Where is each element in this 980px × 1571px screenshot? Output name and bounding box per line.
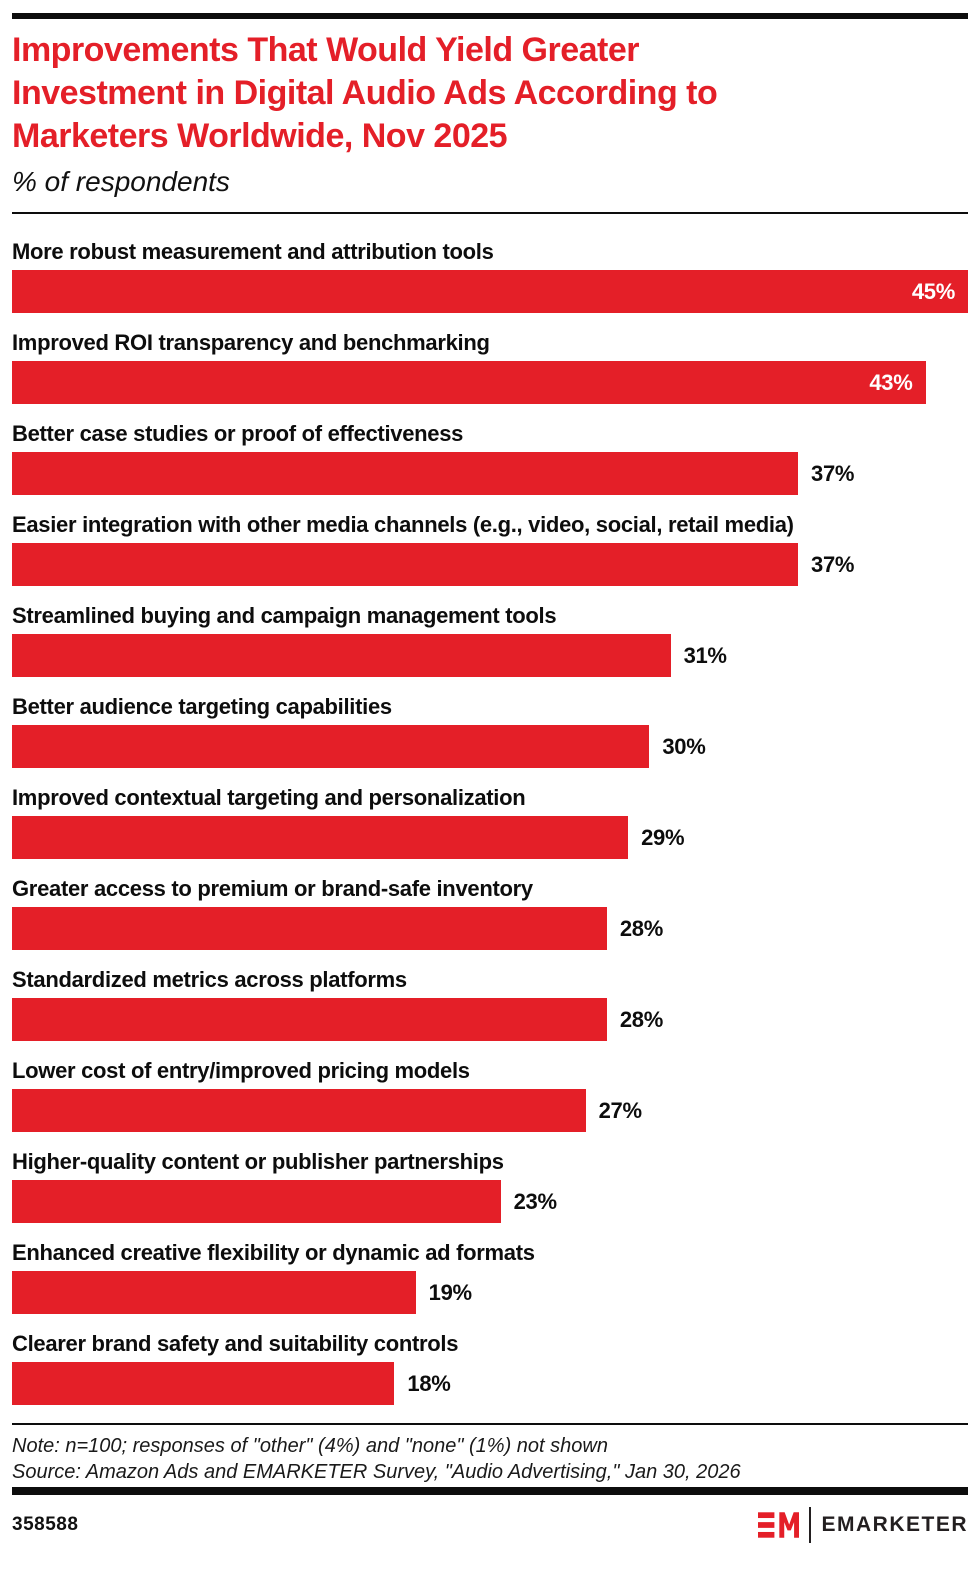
bar-category-label: Greater access to premium or brand-safe … [12,876,533,901]
bar [12,634,671,677]
bar-value-label: 29% [641,824,685,850]
chart-note: Note: n=100; responses of "other" (4%) a… [12,1435,608,1457]
chart-page: Improvements That Would Yield Greater In… [0,13,980,1571]
bars: More robust measurement and attribution … [12,214,968,1405]
chart-title-line: Improvements That Would Yield Greater [12,31,640,69]
bar-track: 28% [12,998,968,1041]
bar-row: Clearer brand safety and suitability con… [12,1330,968,1405]
bar-track: 18% [12,1362,968,1405]
bar-value-label: 31% [683,642,727,668]
bar-row: Standardized metrics across platforms 28… [12,966,968,1041]
bar-track: 43% [12,361,968,404]
bar-category-label: Standardized metrics across platforms [12,967,407,992]
bar [12,1271,416,1314]
bar-category-label: Better audience targeting capabilities [12,694,392,719]
bar-category-label: Improved contextual targeting and person… [12,785,526,810]
bar-row: More robust measurement and attribution … [12,238,968,313]
logo-wordmark: EMARKETER [821,1513,968,1536]
chart-title: Improvements That Would Yield Greater In… [12,29,968,158]
bar-value-label: 18% [407,1370,451,1396]
bar [12,1362,395,1405]
bar-track: 19% [12,1271,968,1314]
header-divider [12,212,968,214]
bar-track: 37% [12,452,968,495]
bar-row: Greater access to premium or brand-safe … [12,875,968,950]
bar: 43% [12,361,926,404]
bar-value-label: 19% [428,1279,472,1305]
bar-track: 29% [12,816,968,859]
bar-category-label: Better case studies or proof of effectiv… [12,421,464,446]
bar-value-label: 28% [619,915,663,941]
chart-title-line: Marketers Worldwide, Nov 2025 [12,117,508,155]
bar [12,1180,501,1223]
bar-value-label: 27% [598,1097,642,1123]
bar: 45% [12,270,968,313]
bar-category-label: Easier integration with other media chan… [12,512,794,537]
em-logo-icon [758,1512,800,1538]
chart-subtitle: % of respondents [12,166,230,197]
bar-value-label: 30% [662,733,706,759]
bar-row: Better audience targeting capabilities 3… [12,693,968,768]
emarketer-logo: EMARKETER [758,1507,968,1543]
bar-row: Easier integration with other media chan… [12,511,968,586]
bar [12,725,650,768]
bar-row: Streamlined buying and campaign manageme… [12,602,968,677]
bar-row: Enhanced creative flexibility or dynamic… [12,1239,968,1314]
chart-title-line: Investment in Digital Audio Ads Accordin… [12,74,718,112]
chart-source: Source: Amazon Ads and EMARKETER Survey,… [12,1461,741,1483]
bar-track: 28% [12,907,968,950]
bar-track: 23% [12,1180,968,1223]
bar [12,452,799,495]
bar-value-label: 23% [513,1188,557,1214]
bar-value-label: 37% [811,460,855,486]
bar [12,907,607,950]
bar-row: Higher-quality content or publisher part… [12,1148,968,1223]
bar-value-label: 37% [811,551,855,577]
bar-track: 31% [12,634,968,677]
note-block: Note: n=100; responses of "other" (4%) a… [12,1425,968,1485]
bar [12,1089,586,1132]
bar [12,816,629,859]
bar-value-label: 28% [619,1006,663,1032]
bar-track: 45% [12,270,968,313]
logo-separator [809,1507,812,1543]
bar-value-label: 43% [869,369,913,395]
bar-category-label: Improved ROI transparency and benchmarki… [12,330,490,355]
bottom-rule [12,1487,968,1495]
bar-row: Better case studies or proof of effectiv… [12,420,968,495]
bar-category-label: Lower cost of entry/improved pricing mod… [12,1058,470,1083]
bar-row: Improved contextual targeting and person… [12,784,968,859]
bar-category-label: Enhanced creative flexibility or dynamic… [12,1240,535,1265]
top-rule [12,13,968,19]
bar-row: Lower cost of entry/improved pricing mod… [12,1057,968,1132]
bar-value-label: 45% [911,278,955,304]
bar-track: 30% [12,725,968,768]
bar-track: 27% [12,1089,968,1132]
bar-category-label: Clearer brand safety and suitability con… [12,1331,459,1356]
bar [12,998,607,1041]
bar [12,543,799,586]
bar-category-label: More robust measurement and attribution … [12,239,494,264]
bar-row: Improved ROI transparency and benchmarki… [12,329,968,404]
bar-category-label: Streamlined buying and campaign manageme… [12,603,557,628]
chart-id: 358588 [12,1514,79,1535]
footer-divider [12,1423,968,1425]
bar-track: 37% [12,543,968,586]
footer-row: 358588 EMARKETER [12,1507,968,1543]
bar-category-label: Higher-quality content or publisher part… [12,1149,504,1174]
